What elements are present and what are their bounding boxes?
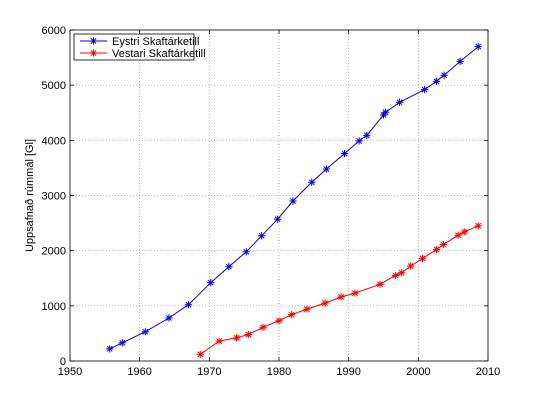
y-tick-label: 0 <box>60 356 66 368</box>
data-point <box>454 231 462 239</box>
data-point <box>303 305 311 313</box>
data-point <box>440 71 448 79</box>
y-axis-label: Uppsafnað rúmmál [Gl] <box>24 139 36 252</box>
data-point <box>391 271 399 280</box>
data-point <box>395 98 404 106</box>
legend-marker-1 <box>89 49 98 57</box>
data-point <box>232 334 241 342</box>
y-tick-label: 4000 <box>42 135 66 147</box>
data-point <box>207 279 215 287</box>
data-point <box>418 254 427 262</box>
data-point <box>474 42 482 51</box>
data-point <box>432 245 441 254</box>
x-tick-label: 1980 <box>267 366 291 378</box>
data-point <box>460 228 468 236</box>
data-point <box>398 269 406 277</box>
data-point <box>244 330 252 339</box>
data-point <box>118 339 126 347</box>
data-point <box>321 299 329 307</box>
x-tick-label: 2010 <box>476 366 500 378</box>
legend-entries <box>80 37 107 57</box>
x-tick-label: 1970 <box>197 366 221 378</box>
x-tick-label: 2000 <box>406 366 430 378</box>
data-point <box>439 240 448 249</box>
legend-label-eystri: Eystri Skaftárketill <box>112 36 199 48</box>
data-point <box>421 85 429 94</box>
data-point <box>196 350 204 358</box>
data-point <box>363 131 371 139</box>
data-point <box>407 262 415 270</box>
data-point <box>355 137 363 145</box>
data-point <box>275 317 283 325</box>
legend-marker-0 <box>89 37 98 45</box>
x-tick-label: 1960 <box>127 366 151 378</box>
y-tick-label: 5000 <box>42 80 66 92</box>
data-point <box>141 328 149 336</box>
y-tick-label: 2000 <box>42 246 66 258</box>
y-tick-label: 6000 <box>42 25 66 37</box>
data-point <box>308 178 316 186</box>
data-point <box>287 311 296 319</box>
data-point <box>340 149 349 158</box>
legend: Eystri Skaftárketill Vestari Skaftárketi… <box>73 33 206 61</box>
data-point <box>337 293 345 301</box>
data-point <box>184 301 193 309</box>
data-point <box>106 345 114 353</box>
data-point <box>432 77 441 85</box>
data-point <box>456 57 464 66</box>
data-point <box>381 108 390 116</box>
y-tick-label: 3000 <box>42 191 66 203</box>
data-point <box>351 289 359 297</box>
data-point <box>474 222 482 230</box>
data-point <box>215 337 223 345</box>
y-tick-label: 1000 <box>42 301 66 313</box>
data-point <box>376 280 384 288</box>
legend-label-vestari: Vestari Skaftárketill <box>112 48 206 60</box>
data-point <box>289 197 297 205</box>
data-point <box>322 165 330 173</box>
data-point <box>242 248 250 256</box>
data-point <box>257 232 266 240</box>
data-point <box>259 323 267 331</box>
grid-lines <box>70 30 488 361</box>
x-tick-label: 1990 <box>336 366 360 378</box>
axis-ticks: 1950 1960 1970 1980 1990 2000 2010 0 1000 2000 300… <box>42 25 501 378</box>
x-tick-label: 1950 <box>58 366 82 378</box>
data-point <box>225 263 233 271</box>
data-point <box>274 215 282 223</box>
series-layer <box>106 42 482 358</box>
data-point <box>165 314 173 322</box>
